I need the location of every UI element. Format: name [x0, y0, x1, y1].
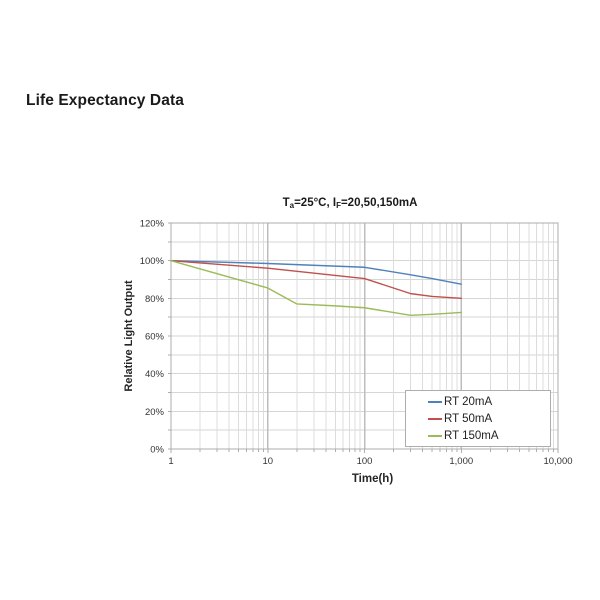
y-axis-title: Relative Light Output: [123, 280, 135, 392]
series-line-rt-150ma: [170, 259, 462, 316]
legend-item: RT 20mA: [428, 393, 528, 410]
y-tick-label: 120%: [140, 219, 165, 230]
chart-title: Ta​=25°C, IF​=20,50,150mA: [283, 197, 418, 210]
y-tick-label: 80%: [145, 294, 165, 305]
legend-item: RT 150mA: [428, 427, 528, 444]
x-tick-label: 10,000: [543, 456, 572, 467]
legend-item: RT 50mA: [428, 410, 528, 427]
page-heading: Life Expectancy Data: [26, 92, 184, 109]
legend-label: RT 50mA: [444, 412, 493, 425]
y-tick-label: 60%: [145, 332, 165, 343]
y-tick-label: 0%: [150, 445, 164, 456]
y-tick-label: 40%: [145, 369, 165, 380]
y-tick-label: 20%: [145, 407, 165, 418]
legend-swatch-line-icon: [428, 434, 442, 437]
legend-swatch-line-icon: [428, 417, 442, 420]
legend-label: RT 150mA: [444, 429, 499, 442]
chart-legend: RT 20mA RT 50mA RT 150mA: [405, 390, 551, 447]
legend-label: RT 20mA: [444, 395, 493, 408]
x-tick-label: 1: [168, 456, 173, 467]
y-tick-label: 100%: [140, 256, 165, 267]
chart-svg: 0% 20% 40% 60% 80% 100% 120% 1 10 100 1,000 10,000 R…: [123, 197, 573, 485]
legend-swatch-line-icon: [428, 400, 442, 403]
series-line-rt-50ma: [170, 259, 462, 300]
x-tick-label: 10: [262, 456, 273, 467]
x-tick-label: 1,000: [449, 456, 473, 467]
series-line-rt-20ma: [170, 259, 462, 285]
x-tick-label: 100: [357, 456, 373, 467]
x-axis-title: Time(h): [352, 473, 393, 485]
